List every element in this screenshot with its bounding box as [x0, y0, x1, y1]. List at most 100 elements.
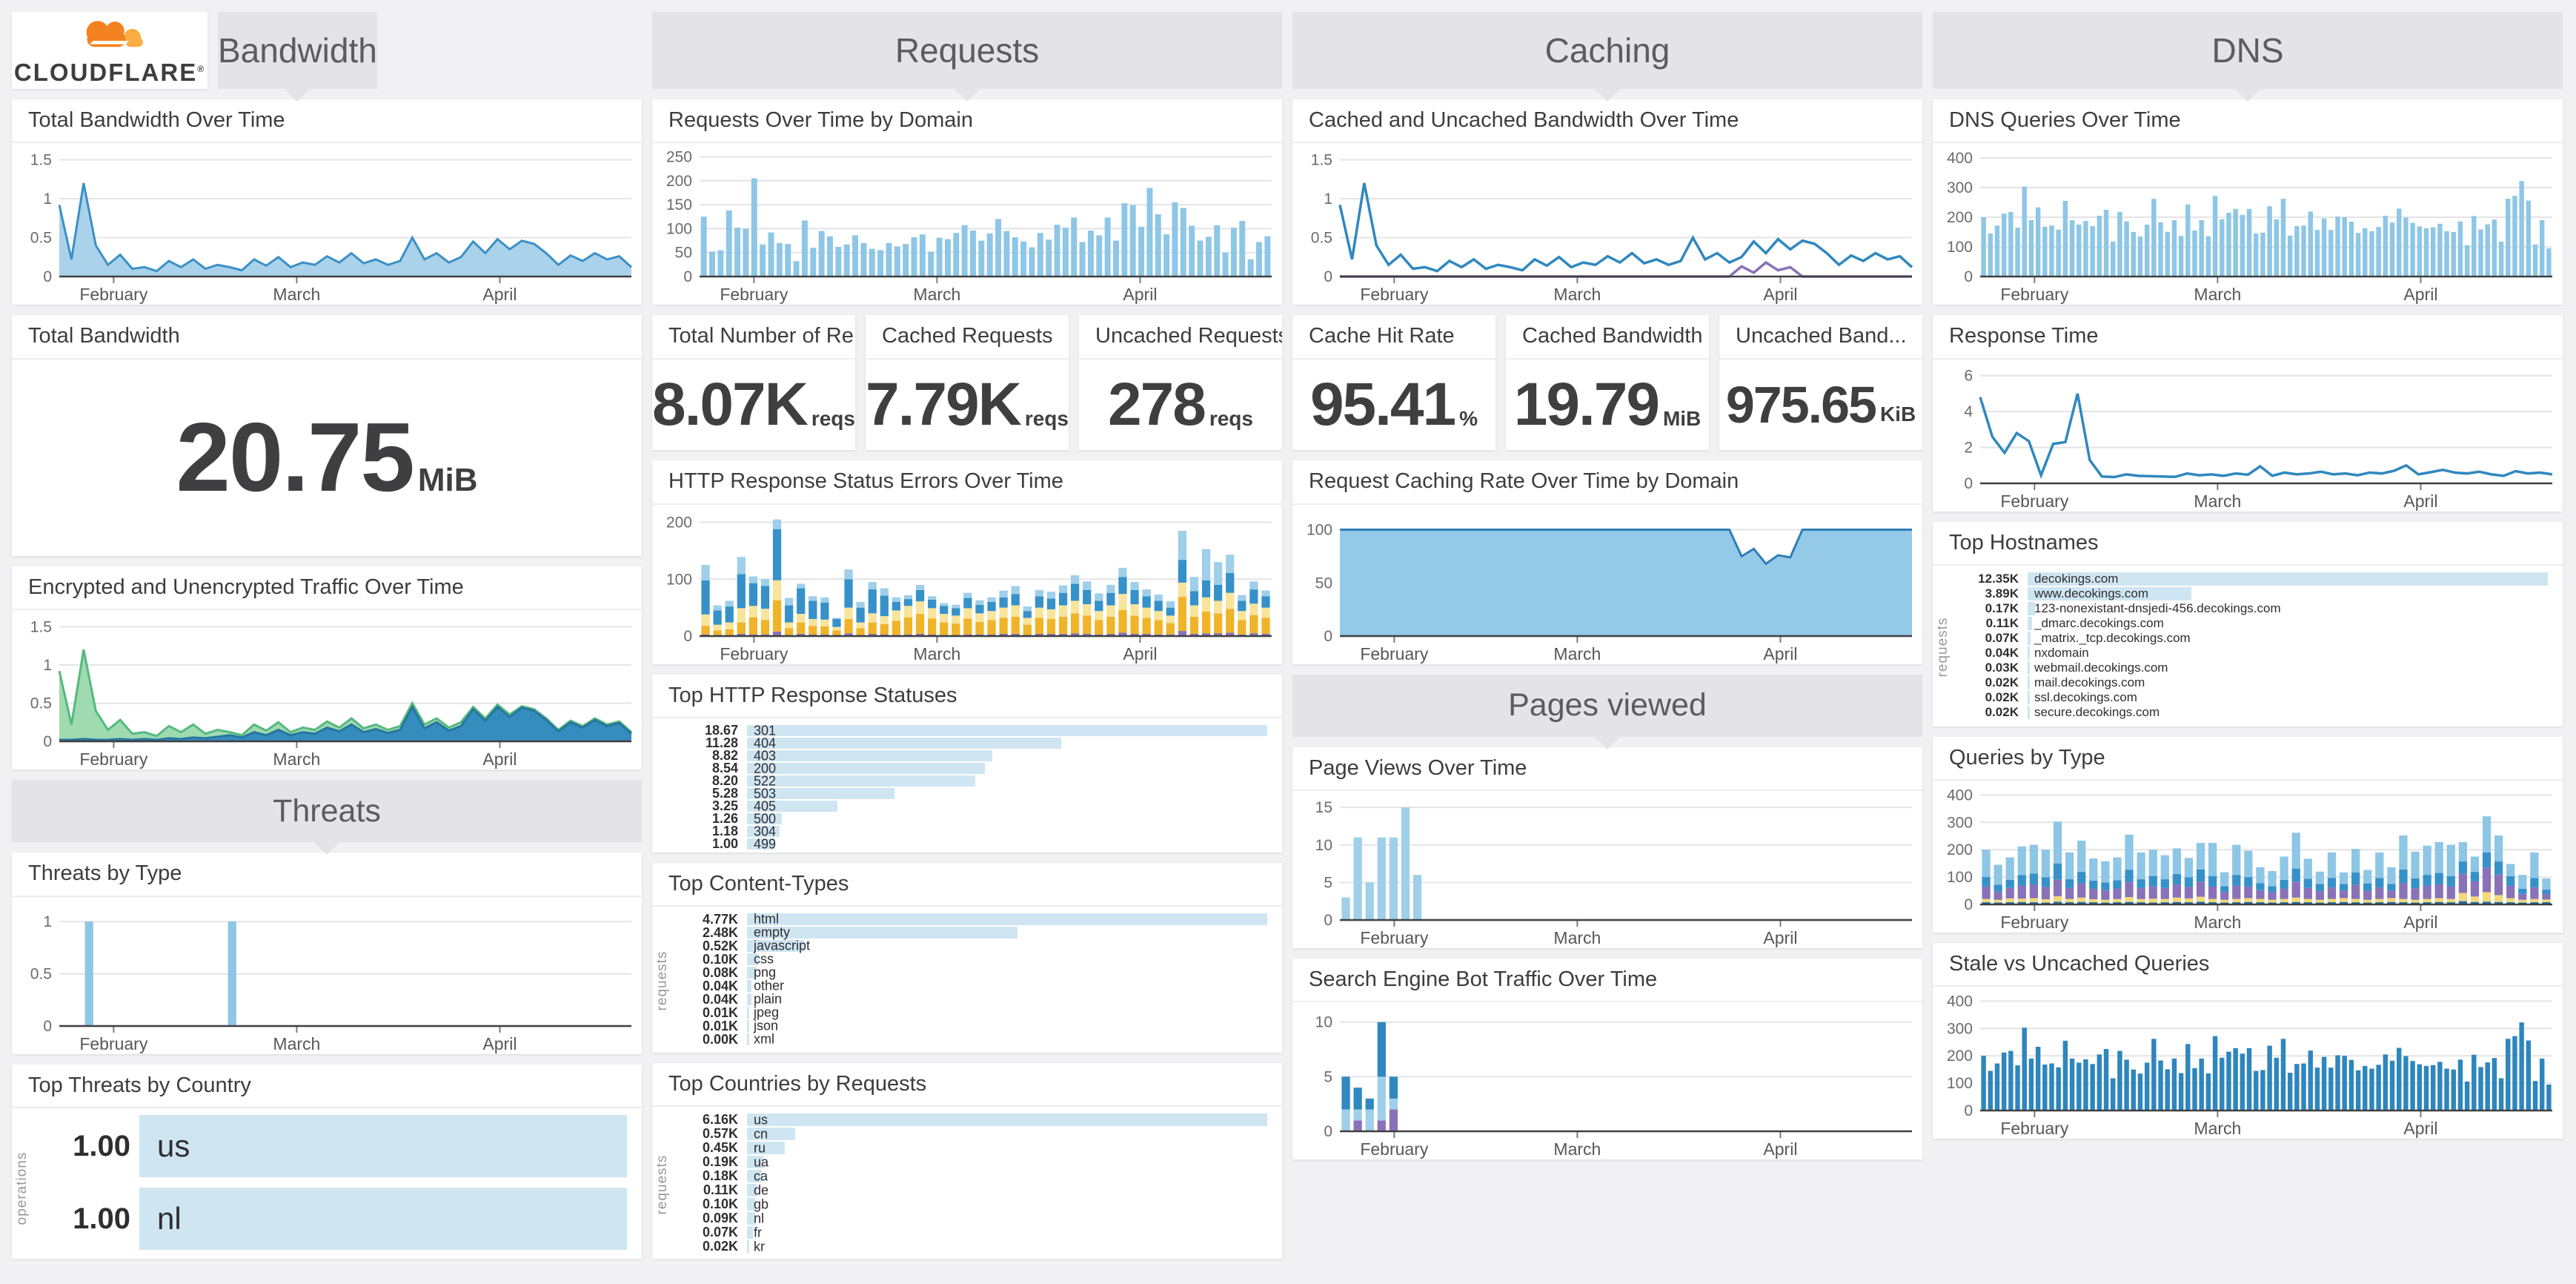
list-item-label: _dmarc.decokings.com	[2034, 616, 2164, 631]
svg-text:200: 200	[1947, 209, 1973, 226]
bar	[826, 236, 833, 277]
list-item[interactable]: 0.08K png	[660, 965, 1267, 980]
list-item[interactable]: 1.18 304	[660, 824, 1267, 838]
list-item[interactable]: 0.03K webmail.decokings.com	[1940, 661, 2548, 675]
bar	[2532, 245, 2538, 277]
list-item[interactable]: 0.09K nl	[660, 1211, 1267, 1225]
list-item[interactable]: 5.28 503	[660, 786, 1267, 801]
bar-segment	[2542, 899, 2551, 903]
bar-segment	[1341, 1109, 1350, 1132]
bar-segment	[2542, 890, 2551, 895]
bar-segment	[1377, 1120, 1386, 1132]
list-item[interactable]: 0.01K json	[660, 1019, 1267, 1033]
bar-segment	[2196, 869, 2205, 882]
bar-segment	[1249, 632, 1258, 636]
card-title: Total Bandwidth Over Time	[12, 99, 642, 144]
http-errors-chart[interactable]: 0 100 200 February March April	[652, 505, 1282, 664]
bar-segment	[2291, 901, 2300, 905]
bar	[2137, 1073, 2143, 1111]
stale-uncached-chart[interactable]: 0 100 200 300 400 February March April	[1933, 987, 2563, 1139]
list-item[interactable]: 0.45K ru	[660, 1140, 1267, 1155]
bar	[2506, 1039, 2511, 1111]
cache-rate-chart[interactable]: 0 50 100 February March April	[1292, 505, 1922, 664]
list-item[interactable]: 3.89K www.decokings.com	[1940, 586, 2548, 601]
list-item-bar	[747, 1184, 757, 1197]
list-item[interactable]: 0.07K _matrix._tcp.decokings.com	[1940, 631, 2548, 646]
list-item[interactable]: 2.48K empty	[660, 925, 1267, 940]
bar-segment	[784, 605, 794, 623]
list-item[interactable]: 3.25 405	[660, 798, 1267, 813]
bar-segment	[1353, 1109, 1362, 1121]
list-item[interactable]: 1.00 nl	[19, 1188, 627, 1251]
bar-segment	[713, 624, 722, 631]
list-item[interactable]: 0.11K _dmarc.decokings.com	[1940, 616, 2548, 631]
list-item[interactable]: 1.00 us	[19, 1115, 627, 1178]
list-item[interactable]: 12.35K decokings.com	[1940, 572, 2548, 586]
encrypted-traffic-chart[interactable]: 0 0.5 1 1.5 February March April	[12, 610, 642, 770]
bar-segment	[2089, 902, 2098, 905]
list-item-label: 403	[754, 748, 777, 764]
list-item-label: webmail.decokings.com	[2034, 661, 2168, 675]
svg-text:300: 300	[1947, 814, 1973, 831]
bar-segment	[784, 627, 794, 635]
threats-by-type-chart[interactable]: 0 0.5 1 February March April	[12, 897, 642, 1054]
list-item[interactable]: 0.01K jpeg	[660, 1005, 1267, 1020]
queries-by-type-chart[interactable]: 0 100 200 300 400 February March April	[1933, 781, 2563, 933]
list-item-value: 0.02K	[1985, 690, 2019, 705]
requests-over-time-chart[interactable]: 0 50 100 150 200 250 February March April	[652, 143, 1282, 305]
bandwidth-over-time-chart[interactable]: 0 0.5 1 1.5 February March April	[12, 143, 642, 305]
list-item[interactable]: 8.82 403	[660, 748, 1267, 764]
list-item[interactable]: 0.02K ssl.decokings.com	[1940, 690, 2548, 705]
list-item[interactable]: 8.54 200	[660, 761, 1267, 776]
bar-segment	[2184, 877, 2194, 887]
bar-segment	[1130, 589, 1139, 604]
bar	[1172, 202, 1178, 277]
dns-queries-chart[interactable]: 0 100 200 300 400 February March April	[1933, 143, 2563, 305]
svg-text:100: 100	[666, 221, 692, 238]
list-item[interactable]: 18.67 301	[660, 723, 1267, 738]
svg-text:0: 0	[1324, 1123, 1332, 1140]
list-item[interactable]: 0.17K 123-nonexistant-dnsjedi-456.decokin…	[1940, 601, 2548, 616]
bar-segment	[1035, 595, 1044, 608]
list-item[interactable]: 1.00 499	[660, 836, 1267, 851]
bar	[2526, 1040, 2532, 1111]
response-time-chart[interactable]: 0 2 4 6 February March April	[1933, 360, 2563, 512]
bar-segment	[1106, 584, 1115, 593]
header-pointer	[284, 88, 311, 102]
bar-segment	[1011, 605, 1020, 617]
svg-text:1: 1	[1324, 191, 1332, 208]
list-item[interactable]: 0.04K other	[660, 979, 1267, 993]
card-uncached-bandwidth-stat: Uncached Band... 975.65 KiB	[1719, 315, 1922, 451]
list-item[interactable]: 0.10K gb	[660, 1197, 1267, 1211]
cloudflare-logo[interactable]: CLOUDFLARE®	[12, 12, 208, 89]
list-item[interactable]: 0.10K css	[660, 952, 1267, 967]
list-item[interactable]: 0.19K ua	[660, 1154, 1267, 1169]
list-item[interactable]: 4.77K html	[660, 912, 1267, 927]
cached-uncached-bandwidth-chart[interactable]: 0 0.5 1 1.5 February March April	[1292, 143, 1922, 305]
list-item[interactable]: 0.04K plain	[660, 992, 1267, 1007]
list-item[interactable]: 6.16K us	[660, 1112, 1267, 1127]
search-bot-traffic-chart[interactable]: 0 5 10 February March April	[1292, 1002, 1922, 1159]
list-item-value: 8.54	[711, 761, 738, 776]
card-top-countries: Top Countries by Requests requests 6.16K u…	[652, 1062, 1282, 1259]
list-item[interactable]: 0.00K xml	[660, 1032, 1267, 1047]
list-item[interactable]: 0.57K cn	[660, 1126, 1267, 1141]
bar-segment	[2220, 902, 2229, 905]
bar	[886, 243, 892, 277]
list-item[interactable]: 1.26 500	[660, 811, 1267, 826]
bar-segment	[2101, 890, 2110, 900]
list-item[interactable]: 0.07K fr	[660, 1225, 1267, 1240]
bar	[228, 921, 236, 1026]
bar	[2363, 1066, 2368, 1111]
list-item[interactable]: 0.04K nxdomain	[1940, 646, 2548, 661]
list-item[interactable]: 0.02K kr	[660, 1239, 1267, 1254]
list-item[interactable]: 8.20 522	[660, 773, 1267, 788]
list-item[interactable]: 0.52K javascript	[660, 939, 1267, 953]
page-views-chart[interactable]: 0 5 10 15 February March April	[1292, 791, 1922, 948]
bar-segment	[2411, 851, 2420, 878]
list-item[interactable]: 0.02K mail.decokings.com	[1940, 675, 2548, 690]
list-item[interactable]: 0.02K secure.decokings.com	[1940, 705, 2548, 720]
list-item[interactable]: 0.18K ca	[660, 1168, 1267, 1183]
list-item[interactable]: 0.11K de	[660, 1182, 1267, 1197]
list-item[interactable]: 11.28 404	[660, 735, 1267, 750]
